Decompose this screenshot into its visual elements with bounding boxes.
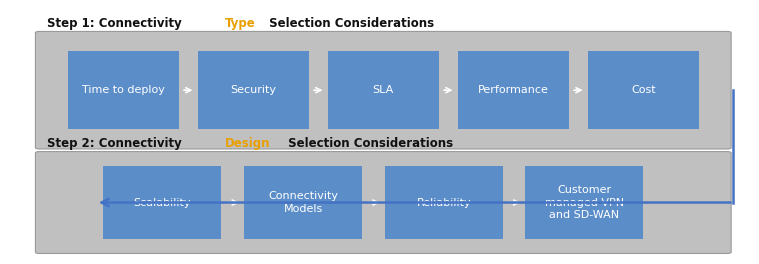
- Text: Reliability: Reliability: [417, 197, 471, 208]
- Text: Security: Security: [230, 85, 276, 95]
- FancyBboxPatch shape: [36, 152, 731, 253]
- FancyBboxPatch shape: [525, 166, 644, 239]
- Text: Step 1: Connectivity: Step 1: Connectivity: [47, 17, 186, 30]
- FancyBboxPatch shape: [587, 51, 699, 129]
- FancyBboxPatch shape: [328, 51, 439, 129]
- FancyBboxPatch shape: [385, 166, 502, 239]
- FancyBboxPatch shape: [197, 51, 309, 129]
- Text: SLA: SLA: [373, 85, 394, 95]
- Text: Cost: Cost: [631, 85, 656, 95]
- FancyBboxPatch shape: [244, 166, 362, 239]
- FancyBboxPatch shape: [458, 51, 569, 129]
- Text: Type: Type: [225, 17, 256, 30]
- FancyBboxPatch shape: [103, 166, 222, 239]
- Text: Scalability: Scalability: [134, 197, 191, 208]
- Text: Selection Considerations: Selection Considerations: [265, 17, 434, 30]
- FancyBboxPatch shape: [36, 31, 731, 149]
- FancyBboxPatch shape: [68, 51, 178, 129]
- Text: Time to deploy: Time to deploy: [82, 85, 165, 95]
- Text: Connectivity
Models: Connectivity Models: [268, 191, 338, 214]
- Text: Performance: Performance: [478, 85, 549, 95]
- Text: Selection Considerations: Selection Considerations: [284, 137, 453, 150]
- Text: Step 2: Connectivity: Step 2: Connectivity: [47, 137, 186, 150]
- Text: Design: Design: [225, 137, 271, 150]
- Text: Customer
managed VPN
and SD-WAN: Customer managed VPN and SD-WAN: [545, 185, 624, 220]
